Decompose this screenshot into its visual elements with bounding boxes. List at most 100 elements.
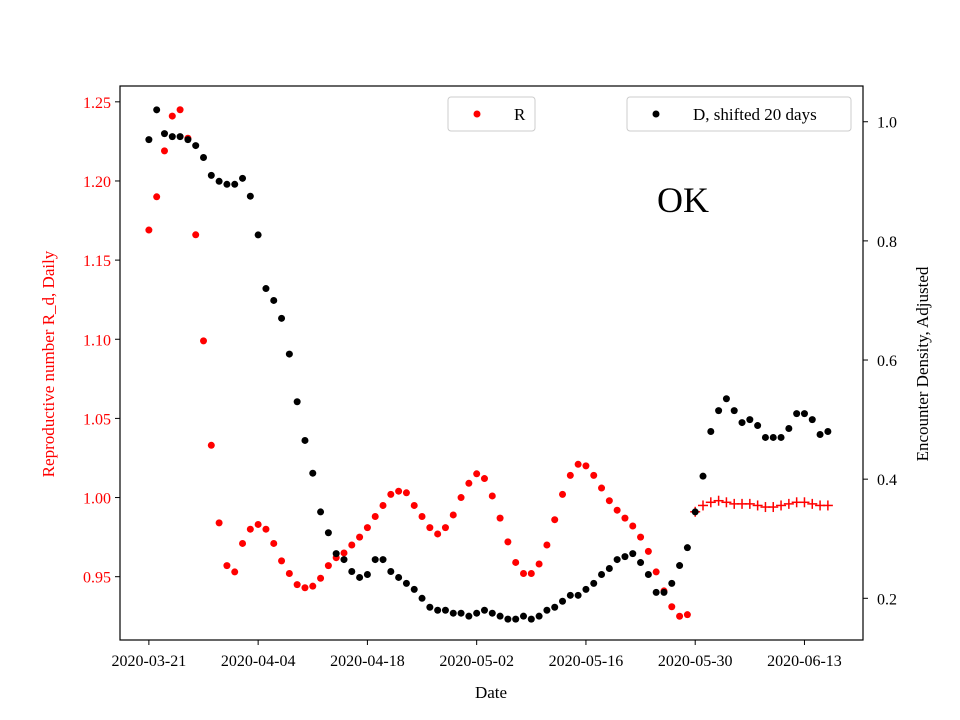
d-point [426,603,434,611]
r-point [496,514,504,522]
r-point [543,541,551,549]
d-point [754,422,762,430]
d-point [480,606,488,614]
r-point [153,193,161,201]
r-point [488,492,496,500]
left-tick-label: 1.10 [83,332,111,349]
r-point [629,522,637,530]
x-tick-label: 2020-05-02 [439,653,514,670]
d-point [566,591,574,599]
r-point [363,524,371,532]
legend-d-box [626,96,852,132]
d-point [395,573,403,581]
r-point [465,479,473,487]
r-point [387,490,395,498]
r-point [598,484,606,492]
r-point [504,538,512,546]
r-point [535,560,543,568]
r-point [246,525,254,533]
d-point [231,180,239,188]
d-point [785,425,793,433]
r-point [457,494,465,502]
left-tick-label: 1.20 [83,174,111,191]
d-point [605,565,613,573]
legend-r: R [447,96,536,132]
plot-frame [119,85,864,641]
d-point [543,606,551,614]
d-point [168,133,176,141]
r-projection-point [698,500,709,511]
data-marks [145,106,833,623]
r-point [527,570,535,578]
d-point [644,570,652,578]
d-point [808,416,816,424]
d-point [270,296,278,304]
d-point [683,544,691,552]
d-point [730,407,738,415]
d-point [324,529,332,537]
x-tick-label: 2020-03-21 [112,653,187,670]
d-point [465,612,473,620]
d-point [769,433,777,441]
r-point [192,231,200,239]
d-point [621,553,629,561]
d-point [184,136,192,144]
plot-area [119,85,864,641]
r-point [270,539,278,547]
d-point [246,192,254,200]
r-point [426,524,434,532]
d-point [824,428,832,436]
right-tick-label: 0.2 [877,591,897,608]
r-point [559,490,567,498]
r-projection-point [768,502,779,513]
d-point [418,594,426,602]
r-point [207,441,215,449]
d-point [512,615,520,623]
r-point [621,514,629,522]
d-point [285,350,293,358]
d-point [800,410,808,418]
d-point [793,410,801,418]
chart-annotation: OK [657,180,709,220]
r-point [644,547,652,555]
d-point [379,556,387,564]
d-point [816,430,824,438]
r-point [395,487,403,495]
d-point [192,142,200,150]
d-point [699,472,707,480]
d-point [715,407,723,415]
d-point [496,612,504,620]
d-point [691,508,699,516]
r-point [410,501,418,509]
r-point [652,568,660,576]
d-point [363,570,371,578]
r-point [582,462,590,470]
left-tick-label: 1.00 [83,491,111,508]
d-point [668,579,676,587]
legend-r-label: R [514,105,526,124]
r-point [160,147,168,155]
d-point [160,130,168,138]
r-point [176,106,184,114]
d-point [402,579,410,587]
r-projection-point [752,500,763,511]
x-axis-label: Date [475,683,507,702]
d-point [519,612,527,620]
d-point [559,597,567,605]
x-axis-ticks: 2020-03-21 2020-04-04 2020-04-18 2020-05-02… [112,640,842,670]
d-point [153,106,161,114]
right-tick-label: 1.0 [877,115,897,132]
legend-d-marker [652,110,660,118]
r-point [551,516,559,524]
legend-r-box [447,96,536,132]
left-tick-label: 1.05 [83,411,111,428]
r-point [418,513,426,521]
d-point [613,556,621,564]
r-point [519,570,527,578]
r-point [285,570,293,578]
d-point [746,416,754,424]
x-tick-label: 2020-04-18 [330,653,405,670]
r-point [278,557,286,565]
r-point [348,541,356,549]
r-projection-point [807,498,818,509]
